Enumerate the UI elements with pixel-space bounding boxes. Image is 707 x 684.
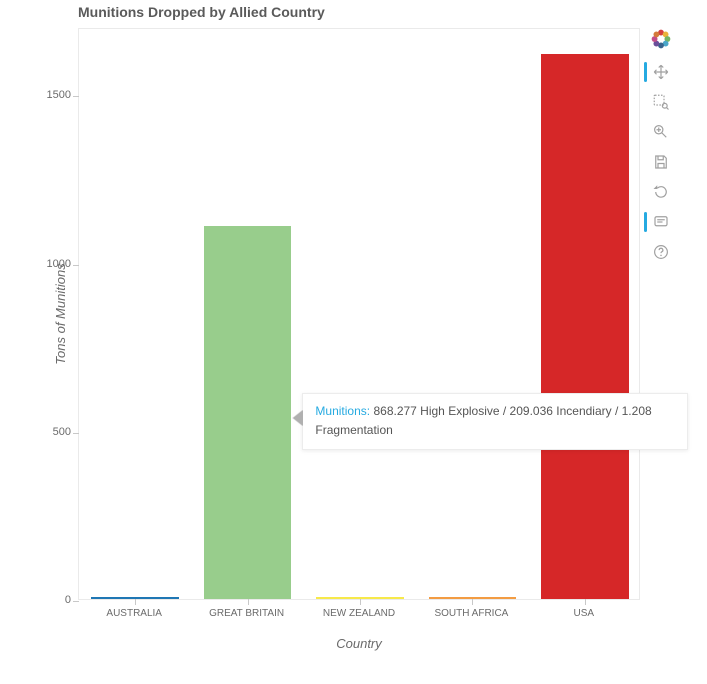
bar[interactable] (541, 54, 629, 599)
tooltip-field-label: Munitions: (315, 404, 370, 418)
x-tick-label: SOUTH AFRICA (434, 608, 508, 619)
y-tick (73, 601, 79, 602)
x-tick-label: NEW ZEALAND (323, 608, 395, 619)
y-tick-label: 1500 (21, 89, 71, 101)
y-tick-label: 0 (21, 594, 71, 606)
tooltip-arrow-icon (293, 410, 303, 426)
y-tick (73, 265, 79, 266)
bar[interactable] (429, 597, 517, 599)
y-tick-label: 1000 (21, 258, 71, 270)
x-tick-label: GREAT BRITAIN (209, 608, 284, 619)
y-tick (73, 96, 79, 97)
x-tick (472, 599, 473, 605)
x-tick (360, 599, 361, 605)
y-axis-title: Tons of Munitions (53, 263, 68, 364)
bar[interactable] (91, 597, 179, 599)
toolbar (646, 28, 676, 264)
chart-title: Munitions Dropped by Allied Country (78, 4, 325, 20)
chart-container: Munitions Dropped by Allied Country Tons… (0, 0, 707, 684)
hover-tooltip: Munitions: 868.277 High Explosive / 209.… (302, 393, 688, 449)
bar[interactable] (204, 226, 292, 599)
x-tick-label: AUSTRALIA (106, 608, 162, 619)
bar[interactable] (316, 597, 404, 599)
x-tick-label: USA (574, 608, 595, 619)
help-tool[interactable] (649, 240, 673, 264)
wheel-zoom-tool[interactable] (649, 120, 673, 144)
x-axis-title: Country (78, 636, 640, 651)
plot-area[interactable] (78, 28, 640, 600)
x-tick (585, 599, 586, 605)
reset-tool[interactable] (649, 180, 673, 204)
save-tool[interactable] (649, 150, 673, 174)
x-tick (135, 599, 136, 605)
x-tick (248, 599, 249, 605)
pan-tool[interactable] (649, 60, 673, 84)
y-tick (73, 433, 79, 434)
y-tick-label: 500 (21, 426, 71, 438)
hover-tool[interactable] (649, 210, 673, 234)
box-zoom-tool[interactable] (649, 90, 673, 114)
bokeh-logo-icon (650, 28, 672, 50)
